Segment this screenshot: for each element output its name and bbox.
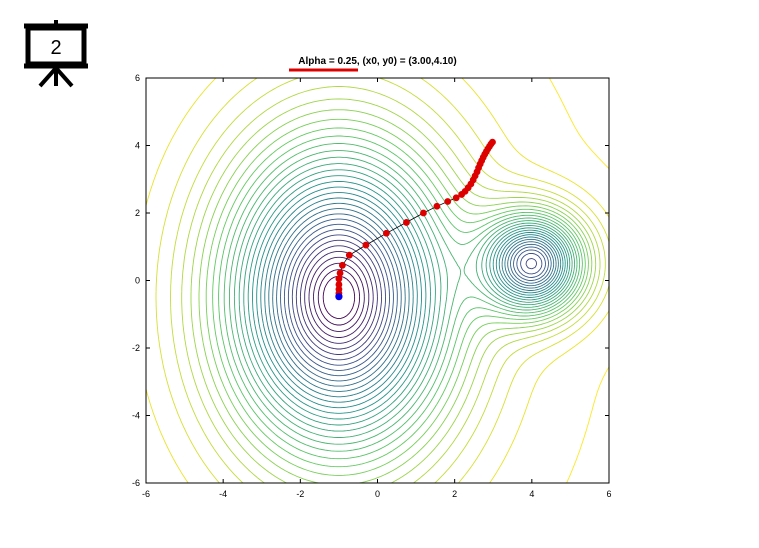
contour-line (304, 250, 374, 344)
path-point (362, 241, 370, 249)
x-tick-label: -6 (142, 489, 150, 499)
contour-line (308, 256, 370, 338)
contour-line (243, 169, 571, 426)
path-point (335, 275, 343, 283)
path-point (336, 269, 344, 277)
contour-line (205, 118, 589, 476)
contour-line (238, 163, 573, 432)
y-tick-label: 6 (135, 73, 140, 83)
x-tick-label: -4 (219, 489, 227, 499)
contour-line (190, 98, 597, 484)
contour-line (283, 223, 546, 371)
y-tick-label: -6 (132, 478, 140, 488)
path-point (345, 251, 353, 259)
descent-path (335, 138, 496, 301)
contour-line (212, 127, 586, 468)
contour-line (145, 77, 610, 484)
slide-number: 2 (50, 37, 61, 59)
x-tick-label: -2 (296, 489, 304, 499)
contour-line (317, 269, 361, 326)
contour-line (322, 275, 356, 319)
y-tick-label: -4 (132, 411, 140, 421)
axis-ticks: -6 -4 -2 0 2 4 6 -6 -4 -2 0 2 4 6 (132, 73, 612, 499)
final-point (335, 293, 343, 301)
contour-line (313, 262, 365, 332)
slide-number-badge: 2 (20, 20, 92, 90)
contour-line (287, 229, 543, 366)
contour-lines (145, 77, 610, 484)
contour-line (233, 156, 575, 438)
x-tick-label: 2 (452, 489, 457, 499)
path-point (452, 194, 460, 202)
contour-line (170, 77, 606, 484)
contour-line (256, 186, 564, 409)
contour-line (299, 245, 378, 350)
contour-line (268, 202, 557, 392)
contour-line (260, 192, 562, 403)
contour-line (198, 109, 593, 484)
contour-line (223, 143, 581, 452)
contour-line (276, 213, 552, 382)
plot-frame (145, 77, 610, 484)
path-point (444, 198, 452, 205)
path-point (338, 261, 346, 269)
y-tick-label: -2 (132, 343, 140, 353)
contour-line (155, 77, 610, 484)
contour-line (280, 218, 549, 377)
contour-line (264, 197, 559, 398)
contour-line (291, 234, 538, 361)
x-tick-label: 0 (375, 489, 380, 499)
contour-line (548, 77, 610, 484)
presentation-board-icon: 2 (24, 20, 88, 88)
path-point (335, 281, 343, 288)
path-point (403, 219, 410, 226)
y-tick-label: 0 (135, 276, 140, 286)
contour-line (229, 150, 578, 445)
contour-line (218, 135, 583, 460)
path-point (458, 191, 466, 198)
y-tick-label: 4 (135, 141, 140, 151)
y-tick-label: 2 (135, 208, 140, 218)
x-tick-label: 6 (606, 489, 611, 499)
path-point (382, 229, 390, 237)
x-tick-label: 4 (529, 489, 534, 499)
path-point (420, 209, 427, 217)
contour-line (252, 181, 566, 414)
contour-line (272, 208, 555, 387)
path-point (433, 202, 441, 210)
contour-line (295, 239, 382, 355)
contour-line (181, 86, 601, 484)
chart-title: Alpha = 0.25, (x0, y0) = (3.00,4.10) (298, 56, 456, 67)
contour-line (247, 175, 568, 420)
